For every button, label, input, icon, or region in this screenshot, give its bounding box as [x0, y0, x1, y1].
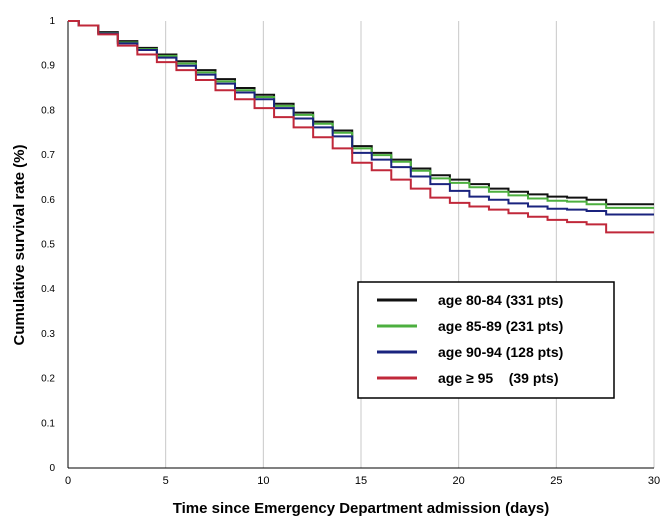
y-tick-label: 0.4	[41, 284, 55, 295]
legend: age 80-84 (331 pts) age 85-89 (231 pts) ag…	[357, 281, 615, 399]
x-tick-label: 15	[355, 475, 367, 487]
x-tick-label: 5	[163, 475, 169, 487]
x-tick-label: 30	[648, 475, 660, 487]
y-tick-label: 0.1	[41, 418, 55, 429]
x-tick-label: 0	[65, 475, 71, 487]
series-line-4	[68, 20, 654, 234]
x-tick-label: 10	[257, 475, 269, 487]
y-tick-label: 0.8	[41, 105, 55, 116]
y-tick-label: 0.2	[41, 374, 55, 385]
legend-label: age 85-89 (231 pts)	[438, 318, 563, 334]
legend-label: age 80-84 (331 pts)	[438, 292, 563, 308]
y-tick-label: 0	[49, 463, 55, 474]
y-axis-title: Cumulative survival rate (%)	[11, 145, 28, 346]
axes	[67, 21, 654, 469]
legend-label: age ≥ 95 (39 pts)	[438, 370, 559, 386]
x-tick-label: 20	[453, 475, 465, 487]
survival-curves	[68, 20, 654, 234]
y-tick-label: 0.7	[41, 150, 55, 161]
y-tick-label: 1	[49, 16, 55, 27]
x-tick-label: 25	[550, 475, 562, 487]
y-tick-label: 0.3	[41, 329, 55, 340]
legend-label: age 90-94 (128 pts)	[438, 344, 563, 360]
y-tick-label: 0.6	[41, 195, 55, 206]
y-tick-label: 0.9	[41, 61, 55, 72]
y-tick-label: 0.5	[41, 240, 55, 251]
y-tick-labels: 0 0.1 0.2 0.3 0.4 0.5 0.6 0.7 0.8 0.9 1	[41, 16, 55, 474]
x-axis-title: Time since Emergency Department admissio…	[173, 500, 550, 517]
x-tick-labels: 0 5 10 15 20 25 30	[65, 475, 660, 487]
